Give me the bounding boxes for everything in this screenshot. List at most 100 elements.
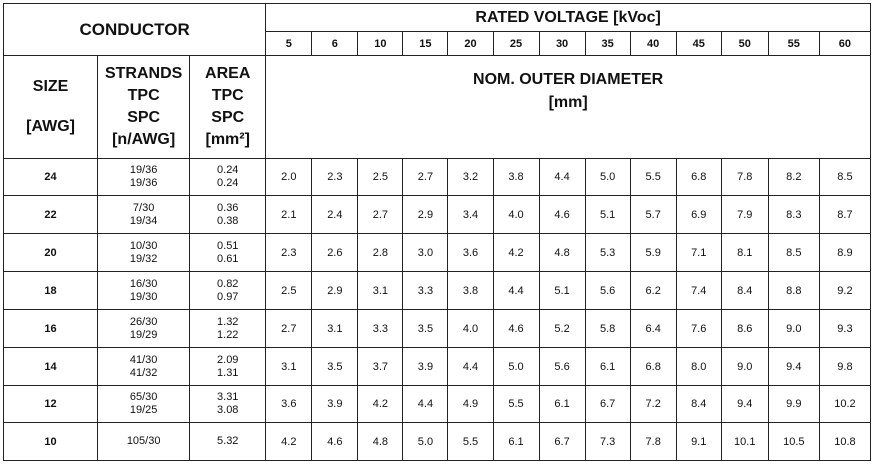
table-row: 18 16/30 19/30 0.82 0.97 2.5 2.9 3.1 3.3 3.8 4.4 5.… [2,271,872,310]
diameter-cell: 5.3 [584,233,631,272]
rated-voltage-header: RATED VOLTAGE [kVoc] [265,3,871,32]
strands-cell: 41/30 41/32 [97,347,191,386]
diameter-cell: 2.5 [265,271,313,310]
size-cell: 10 [2,422,99,461]
diameter-cell: 6.7 [538,422,586,461]
voltage-col-header: 50 [720,31,769,56]
diameter-cell: 2.6 [311,233,359,272]
area-cell: 2.09 1.31 [189,347,267,386]
size-cell: 16 [2,309,99,348]
diameter-cell: 7.4 [675,271,722,310]
diameter-cell: 5.8 [584,309,631,348]
diameter-cell: 5.0 [492,347,540,386]
diameter-cell: 6.8 [675,158,722,196]
diameter-cell: 5.5 [629,158,677,196]
area-value: 5.32 [217,435,239,447]
diameter-cell: 6.7 [584,385,631,423]
voltage-col-header: 25 [492,31,540,56]
diameter-cell: 5.6 [538,347,586,386]
voltage-col-header: 6 [311,31,359,56]
area-cell: 0.36 0.38 [189,195,267,234]
diameter-cell: 4.8 [357,422,404,461]
diameter-cell: 9.8 [818,347,872,386]
diameter-cell: 5.1 [538,271,586,310]
strands-header-line: [n/AWG] [112,131,176,148]
diameter-cell: 4.6 [492,309,540,348]
size-header-unit: [AWG] [26,118,75,135]
specification-table: CONDUCTOR RATED VOLTAGE [kVoc] 5 6 10 15 20 2… [2,3,872,461]
diameter-cell: 5.5 [492,385,540,423]
diameter-cell: 6.1 [584,347,631,386]
diameter-cell: 3.5 [311,347,359,386]
size-cell: 18 [2,271,99,310]
diameter-cell: 4.2 [492,233,540,272]
diameter-cell: 3.8 [492,158,540,196]
nom-outer-diameter-header: NOM. OUTER DIAMETER [mm] [265,55,871,159]
diameter-cell: 8.7 [818,195,872,234]
diameter-cell: 5.2 [538,309,586,348]
area-header: AREA TPC SPC [mm²] [189,55,267,159]
table-row: 14 41/30 41/32 2.09 1.31 3.1 3.5 3.7 3.9 4.4 5.0 5.… [2,347,872,386]
strands-value: 16/30 [129,277,158,290]
strands-header-line: TPC [127,87,160,104]
diameter-cell: 3.0 [402,233,449,272]
size-cell: 24 [2,158,99,196]
table-row: 24 19/36 19/36 0.24 0.24 2.0 2.3 2.5 2.7 3.2 3.8 4.… [2,158,872,196]
area-header-line: AREA [205,65,251,82]
area-value: 1.31 [217,366,239,379]
strands-header-line: STRANDS [104,65,183,82]
diameter-cell: 5.6 [584,271,631,310]
voltage-col-header: 40 [629,31,677,56]
diameter-cell: 5.9 [629,233,677,272]
diameter-cell: 7.8 [720,158,769,196]
size-header: SIZE [AWG] [2,55,99,159]
table-row: 16 26/30 19/29 1.32 1.22 2.7 3.1 3.3 3.5 4.0 4.6 5.… [2,309,872,348]
diameter-cell: 2.3 [265,233,313,272]
diameter-cell: 2.9 [311,271,359,310]
area-value: 1.22 [217,328,239,341]
diameter-cell: 8.9 [818,233,872,272]
diameter-cell: 3.9 [311,385,359,423]
area-value: 0.61 [217,252,239,265]
strands-value: 19/29 [129,328,158,341]
diameter-cell: 7.2 [629,385,677,423]
diameter-cell: 4.2 [357,385,404,423]
diameter-cell: 4.4 [402,385,449,423]
area-header-line: SPC [211,109,245,126]
diameter-cell: 8.3 [767,195,820,234]
area-value: 3.08 [217,404,239,416]
area-value: 0.82 [217,277,239,290]
strands-cell: 26/30 19/29 [97,309,191,348]
diameter-cell: 6.8 [629,347,677,386]
nom-outer-diameter-unit: [mm] [548,94,588,111]
strands-cell: 7/30 19/34 [97,195,191,234]
diameter-cell: 8.5 [767,233,820,272]
diameter-cell: 9.4 [720,385,769,423]
strands-value: 41/30 [129,353,158,366]
diameter-cell: 8.1 [720,233,769,272]
diameter-cell: 5.0 [402,422,449,461]
diameter-cell: 3.1 [265,347,313,386]
strands-value: 65/30 [129,391,158,403]
diameter-cell: 10.5 [767,422,820,461]
diameter-cell: 3.7 [357,347,404,386]
strands-cell: 105/30 [97,422,191,461]
area-value: 0.24 [217,164,239,176]
diameter-cell: 2.8 [357,233,404,272]
strands-value: 26/30 [129,315,158,328]
diameter-cell: 4.2 [265,422,313,461]
diameter-cell: 3.8 [447,271,494,310]
diameter-cell: 9.1 [675,422,722,461]
voltage-col-header: 30 [538,31,586,56]
diameter-cell: 8.0 [675,347,722,386]
diameter-cell: 3.9 [402,347,449,386]
strands-cell: 16/30 19/30 [97,271,191,310]
diameter-cell: 10.1 [720,422,769,461]
size-cell: 20 [2,233,99,272]
diameter-cell: 5.5 [447,422,494,461]
area-cell: 5.32 [189,422,267,461]
table-row: 12 65/30 19/25 3.31 3.08 3.6 3.9 4.2 4.4 4.9 5.5 6.… [2,385,872,423]
diameter-cell: 8.6 [720,309,769,348]
diameter-cell: 2.7 [265,309,313,348]
size-cell: 22 [2,195,99,234]
